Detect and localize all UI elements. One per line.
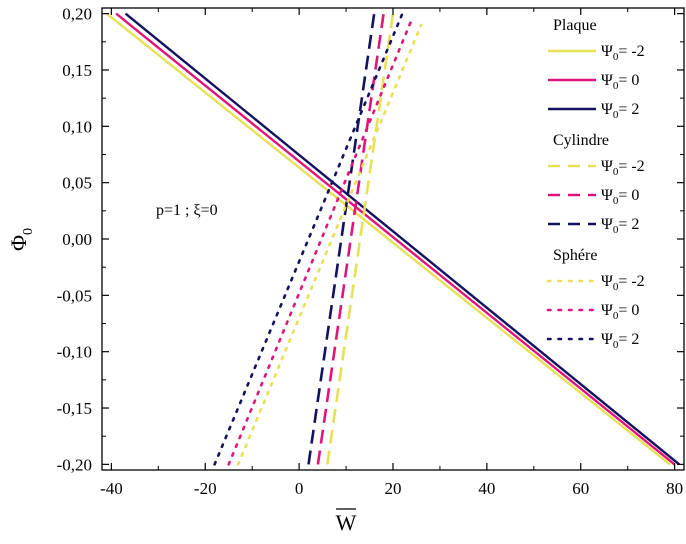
x-axis-title: W bbox=[336, 508, 357, 535]
series-line-cylindre-psi-0 bbox=[316, 13, 385, 465]
x-tick-label: 40 bbox=[478, 479, 495, 498]
x-tick-label: -20 bbox=[194, 479, 217, 498]
legend-label: Ψ0= -2 bbox=[601, 158, 645, 178]
legend-group-title: Cylindre bbox=[553, 132, 609, 149]
y-axis-label: Φ bbox=[6, 235, 31, 251]
y-tick-label: 0,00 bbox=[62, 230, 92, 249]
x-tick-label: -40 bbox=[100, 479, 123, 498]
x-tick-label: 0 bbox=[295, 479, 304, 498]
y-tick-label: 0,20 bbox=[62, 5, 92, 24]
y-axis-title: Φ 0 bbox=[6, 228, 36, 251]
series-line-sphére-psi-0 bbox=[227, 17, 414, 466]
y-tick-label: -0,15 bbox=[57, 399, 92, 418]
series-line-plaque-psi-2 bbox=[124, 12, 681, 466]
legend-label: Ψ0= 2 bbox=[601, 216, 639, 236]
series-line-cylindre-psi-2 bbox=[307, 13, 376, 465]
legend-label: Ψ0= 2 bbox=[601, 331, 639, 351]
y-tick-label: -0,10 bbox=[57, 343, 92, 362]
series-line-cylindre-psi--2 bbox=[326, 13, 395, 465]
axis-ticks bbox=[102, 8, 684, 470]
x-tick-labels: -40 -20 0 20 40 60 80 bbox=[100, 479, 683, 498]
y-axis-label-subscript: 0 bbox=[21, 228, 36, 235]
legend-label: Ψ0= -2 bbox=[601, 273, 645, 293]
legend-label: Ψ0= 0 bbox=[601, 302, 639, 322]
y-tick-label: -0,20 bbox=[57, 455, 92, 474]
series-line-plaque-psi--2 bbox=[105, 12, 671, 466]
y-tick-label: 0,10 bbox=[62, 117, 92, 136]
x-axis-label: W bbox=[336, 510, 357, 535]
y-tick-label: -0,05 bbox=[57, 286, 92, 305]
x-tick-label: 60 bbox=[572, 479, 589, 498]
y-tick-labels: -0,20 -0,15 -0,10 -0,05 0,00 0,05 0,10 0,15 0,20 bbox=[57, 5, 92, 475]
legend-group-title: Plaque bbox=[553, 17, 597, 34]
legend-label: Ψ0= 2 bbox=[601, 101, 639, 121]
y-tick-label: 0,15 bbox=[62, 61, 92, 80]
y-tick-label: 0,05 bbox=[62, 174, 92, 193]
x-tick-label: 20 bbox=[385, 479, 402, 498]
legend-label: Ψ0= 0 bbox=[601, 72, 639, 92]
series-line-sphére-psi--2 bbox=[236, 23, 423, 466]
x-tick-label: 80 bbox=[666, 479, 683, 498]
legend-label: Ψ0= -2 bbox=[601, 43, 645, 63]
legend-label: Ψ0= 0 bbox=[601, 187, 639, 207]
legend-group-title: Sphére bbox=[553, 247, 597, 264]
series-line-plaque-psi-0 bbox=[115, 12, 676, 466]
plot-lines bbox=[105, 12, 681, 466]
annotation-text: p=1 ; ξ=0 bbox=[156, 202, 218, 219]
